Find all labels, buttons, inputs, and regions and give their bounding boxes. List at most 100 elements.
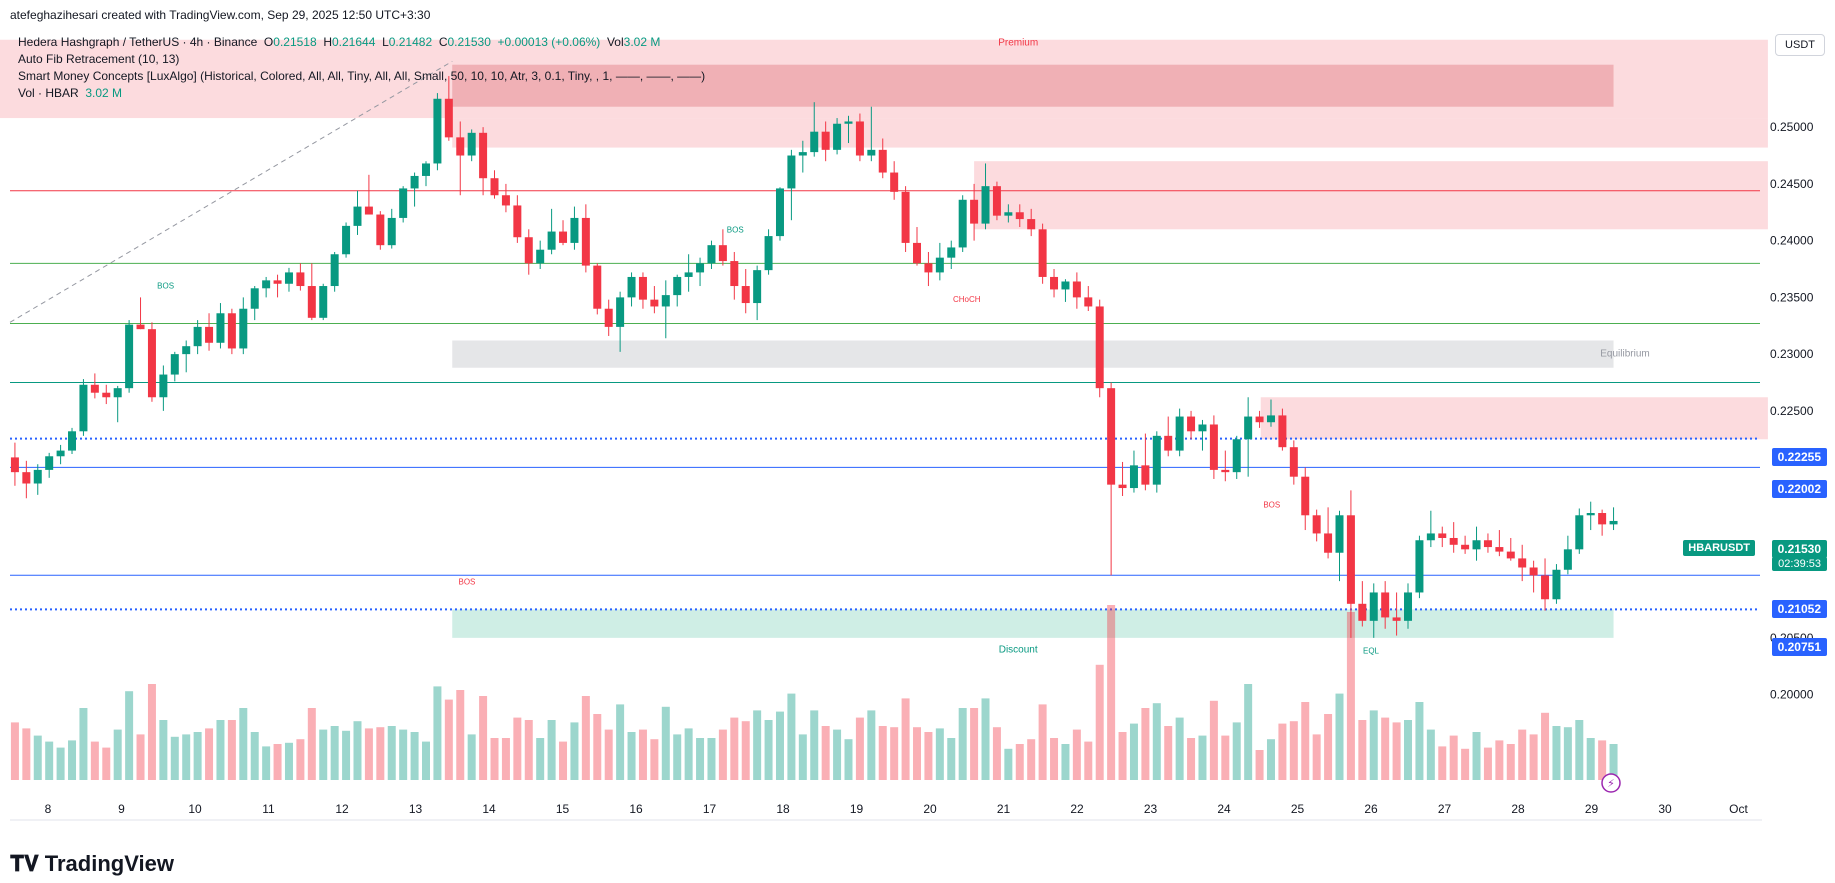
candle-body-87 [1004, 212, 1013, 216]
candle-body-125 [1438, 533, 1447, 538]
y-tick-3: 0.23500 [1770, 290, 1814, 304]
volume-bar-93 [1072, 729, 1081, 780]
volume-bar-103 [1187, 738, 1196, 780]
volume-bar-136 [1563, 727, 1572, 780]
candle-body-64 [741, 286, 750, 304]
volume-bar-74 [855, 717, 864, 780]
volume-bar-4 [56, 747, 65, 780]
volume-bar-119 [1369, 710, 1378, 780]
volume-bar-83 [958, 708, 967, 780]
volume-bar-107 [1232, 722, 1241, 780]
candle-body-38 [444, 98, 453, 138]
zone-supply-1 [452, 118, 1768, 148]
volume-bar-18 [216, 720, 225, 780]
candle-body-55 [638, 276, 647, 300]
volume-bar-30 [353, 721, 362, 780]
volume-bar-98 [1129, 723, 1138, 780]
volume-bar-57 [661, 706, 670, 780]
volume-bar-88 [1015, 744, 1024, 780]
x-tick-23: Oct [1729, 802, 1748, 816]
candle-body-81 [935, 257, 944, 273]
candle-body-40 [467, 132, 476, 156]
volume-bar-78 [901, 698, 910, 780]
candle-body-89 [1027, 219, 1036, 230]
currency-button[interactable]: USDT [1775, 34, 1825, 56]
candle-body-52 [604, 308, 613, 327]
candle-body-16 [193, 326, 202, 347]
indicator-volume[interactable]: Vol · HBAR 3.02 M [18, 85, 705, 102]
candle-body-11 [136, 324, 145, 330]
volume-bar-73 [844, 739, 853, 780]
volume-bar-139 [1598, 740, 1607, 780]
candle-body-0 [10, 457, 19, 473]
indicator-smc[interactable]: Smart Money Concepts [LuxAlgo] (Historic… [18, 69, 706, 83]
candle-body-21 [250, 288, 259, 309]
candle-body-139 [1598, 513, 1607, 525]
indicator-volume-value: 3.02 M [85, 86, 123, 100]
candle-body-26 [307, 286, 316, 318]
candle-body-83 [958, 199, 967, 248]
low-label: L [382, 35, 389, 49]
volume-bar-37 [433, 686, 442, 780]
volume-bar-54 [627, 732, 636, 780]
volume-bar-128 [1472, 732, 1481, 780]
y-tick-7: 0.20000 [1770, 688, 1814, 702]
candle-body-24 [284, 272, 293, 284]
volume-bar-120 [1381, 717, 1390, 780]
y-tick-4: 0.23000 [1770, 347, 1814, 361]
volume-bar-131 [1506, 744, 1515, 780]
equilibrium-label: Equilibrium [1600, 348, 1649, 359]
volume-bar-34 [399, 729, 408, 780]
volume-bar-133 [1529, 734, 1538, 780]
volume-bar-24 [284, 742, 293, 780]
candle-body-95 [1095, 306, 1104, 389]
candle-body-66 [764, 236, 773, 271]
volume-bar-65 [753, 710, 762, 780]
y-tick-5: 0.22500 [1770, 404, 1814, 418]
volume-bar-85 [981, 698, 990, 780]
level-tag-20751: 0.20751 [1771, 638, 1827, 656]
volume-bar-59 [684, 728, 693, 780]
volume-bar-102 [1175, 717, 1184, 780]
candle-body-129 [1483, 540, 1492, 548]
candle-body-107 [1232, 439, 1241, 473]
volume-bar-112 [1289, 721, 1298, 780]
volume-bar-81 [935, 728, 944, 780]
candle-body-53 [616, 297, 625, 327]
volume-bar-40 [467, 734, 476, 780]
volume-bar-135 [1552, 726, 1561, 780]
volume-bar-64 [741, 721, 750, 780]
volume-bar-7 [90, 741, 99, 780]
candle-body-35 [410, 175, 419, 189]
volume-bar-97 [1118, 732, 1127, 780]
volume-bar-101 [1164, 726, 1173, 780]
candle-body-136 [1563, 549, 1572, 570]
volume-bar-82 [947, 738, 956, 780]
volume-bar-9 [113, 729, 122, 780]
candle-body-109 [1255, 416, 1264, 423]
indicator-fib[interactable]: Auto Fib Retracement (10, 13) [18, 52, 180, 66]
candle-body-31 [364, 206, 373, 215]
candle-body-33 [387, 217, 396, 246]
candle-body-39 [456, 137, 465, 156]
candle-body-97 [1118, 484, 1127, 489]
candle-body-46 [536, 249, 545, 264]
symbol-line[interactable]: Hedera Hashgraph / TetherUS · 4h · Binan… [18, 35, 258, 49]
candle-body-28 [330, 254, 339, 287]
volume-bar-44 [513, 717, 522, 780]
candle-body-138 [1586, 513, 1595, 516]
volume-bar-84 [970, 708, 979, 780]
volume-bar-115 [1324, 714, 1333, 780]
candle-body-108 [1244, 416, 1253, 440]
candle-body-99 [1141, 465, 1150, 485]
volume-bar-33 [387, 726, 396, 780]
candle-body-30 [353, 206, 362, 226]
tradingview-brand[interactable]: 𝐓𝐕 TradingView [10, 851, 174, 877]
volume-bar-58 [673, 734, 682, 780]
candle-body-63 [730, 261, 739, 287]
volume-bar-27 [319, 729, 328, 780]
volume-bar-15 [182, 734, 191, 780]
x-tick-14: 22 [1070, 802, 1084, 816]
volume-bar-12 [147, 684, 156, 780]
